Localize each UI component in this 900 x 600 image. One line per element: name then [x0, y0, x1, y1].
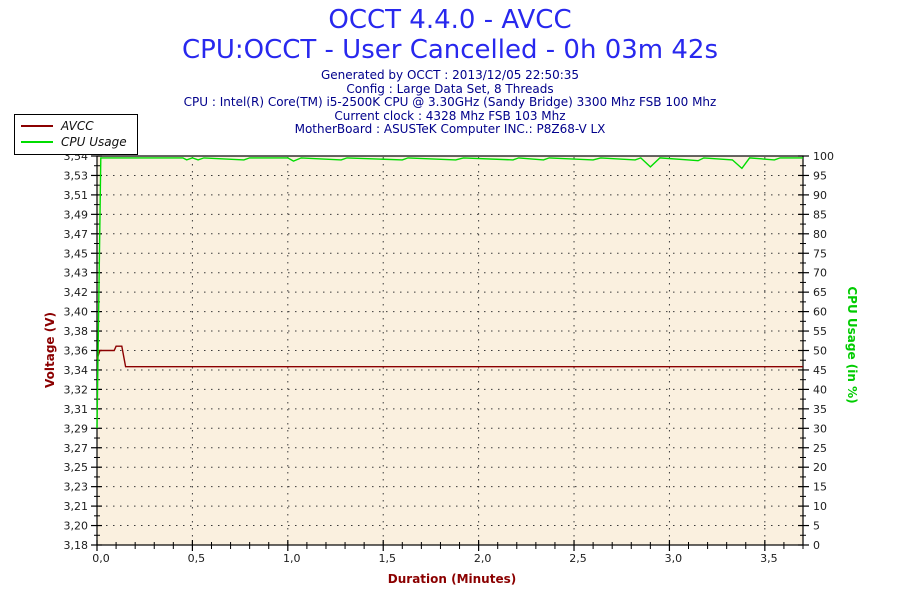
y-left-tick-label: 3,18	[64, 539, 89, 552]
y-left-tick-label: 3,47	[64, 228, 89, 241]
y-left-tick-label: 3,38	[64, 325, 89, 338]
x-tick-label: 3,0	[665, 552, 683, 565]
legend-label-cpu-usage: CPU Usage	[61, 135, 127, 149]
x-tick-label: 0,5	[188, 552, 206, 565]
y-right-axis-title: CPU Usage (in %)	[845, 286, 859, 404]
y-right-tick-label: 5	[813, 520, 820, 533]
y-left-tick-label: 3,31	[64, 403, 89, 416]
x-tick-label: 1,5	[378, 552, 396, 565]
y-left-tick-label: 3,53	[64, 169, 89, 182]
x-tick-label: 0,0	[92, 552, 110, 565]
y-right-tick-label: 30	[813, 422, 827, 435]
info-config: Config : Large Data Set, 8 Threads	[346, 81, 554, 96]
info-cpu: CPU : Intel(R) Core(TM) i5-2500K CPU @ 3…	[183, 95, 717, 109]
x-axis-title: Duration (Minutes)	[387, 572, 517, 586]
y-right-tick-label: 45	[813, 364, 827, 377]
info-current-clock: Current clock : 4328 Mhz FSB 103 Mhz	[334, 108, 566, 123]
y-left-tick-label: 3,34	[64, 364, 89, 377]
y-right-tick-label: 55	[813, 325, 827, 338]
y-left-tick-label: 3,32	[64, 383, 89, 396]
y-left-tick-label: 3,20	[64, 520, 89, 533]
y-right-tick-label: 65	[813, 286, 827, 299]
series-cpu-usage-line	[96, 157, 803, 429]
y-right-tick-label: 70	[813, 267, 827, 280]
y-right-tick-label: 75	[813, 247, 827, 260]
y-right-tick-label: 35	[813, 403, 827, 416]
y-left-tick-label: 3,29	[64, 422, 89, 435]
x-tick-label: 2,5	[569, 552, 587, 565]
chart-title: OCCT 4.4.0 - AVCC	[328, 5, 572, 35]
legend-label-avcc: AVCC	[61, 119, 94, 133]
y-left-tick-label: 3,27	[64, 442, 89, 455]
y-right-tick-label: 20	[813, 461, 827, 474]
y-right-tick-label: 10	[813, 500, 827, 513]
y-right-tick-label: 90	[813, 189, 827, 202]
cpu-usage-line-swatch	[21, 141, 53, 143]
y-left-tick-label: 3,21	[64, 500, 89, 513]
y-left-tick-label: 3,23	[64, 481, 89, 494]
y-left-tick-label: 3,36	[64, 345, 89, 358]
x-tick-label: 1,0	[283, 552, 301, 565]
y-left-tick-label: 3,49	[64, 208, 89, 221]
y-left-tick-label: 3,42	[64, 286, 89, 299]
y-right-tick-label: 60	[813, 306, 827, 319]
y-right-tick-label: 15	[813, 481, 827, 494]
legend-item-avcc: AVCC	[21, 118, 133, 134]
y-left-tick-label: 3,25	[64, 461, 89, 474]
info-generated: Generated by OCCT : 2013/12/05 22:50:35	[320, 68, 580, 82]
y-left-axis-title: Voltage (V)	[43, 312, 57, 388]
legend: AVCC CPU Usage	[14, 114, 138, 155]
avcc-line-swatch	[21, 125, 53, 127]
y-right-tick-label: 85	[813, 208, 827, 221]
y-right-tick-label: 40	[813, 383, 827, 396]
y-right-tick-label: 100	[813, 150, 834, 163]
y-left-tick-label: 3,51	[64, 189, 89, 202]
y-left-tick-label: 3,45	[64, 247, 89, 260]
legend-item-cpu-usage: CPU Usage	[21, 134, 133, 150]
y-left-tick-label: 3,43	[64, 267, 89, 280]
x-tick-label: 2,0	[474, 552, 492, 565]
info-motherboard: MotherBoard : ASUSTeK Computer INC.: P8Z…	[294, 122, 606, 136]
y-right-tick-label: 50	[813, 345, 827, 358]
y-right-tick-label: 0	[813, 539, 820, 552]
chart-subtitle: CPU:OCCT - User Cancelled - 0h 03m 42s	[181, 35, 719, 65]
x-tick-label: 3,5	[760, 552, 778, 565]
y-right-tick-label: 25	[813, 442, 827, 455]
y-right-tick-label: 95	[813, 169, 827, 182]
y-left-tick-label: 3,40	[64, 306, 89, 319]
system-info-block: Generated by OCCT : 2013/12/05 22:50:35 …	[0, 68, 900, 137]
y-right-tick-label: 80	[813, 228, 827, 241]
series-avcc-line	[96, 345, 803, 368]
